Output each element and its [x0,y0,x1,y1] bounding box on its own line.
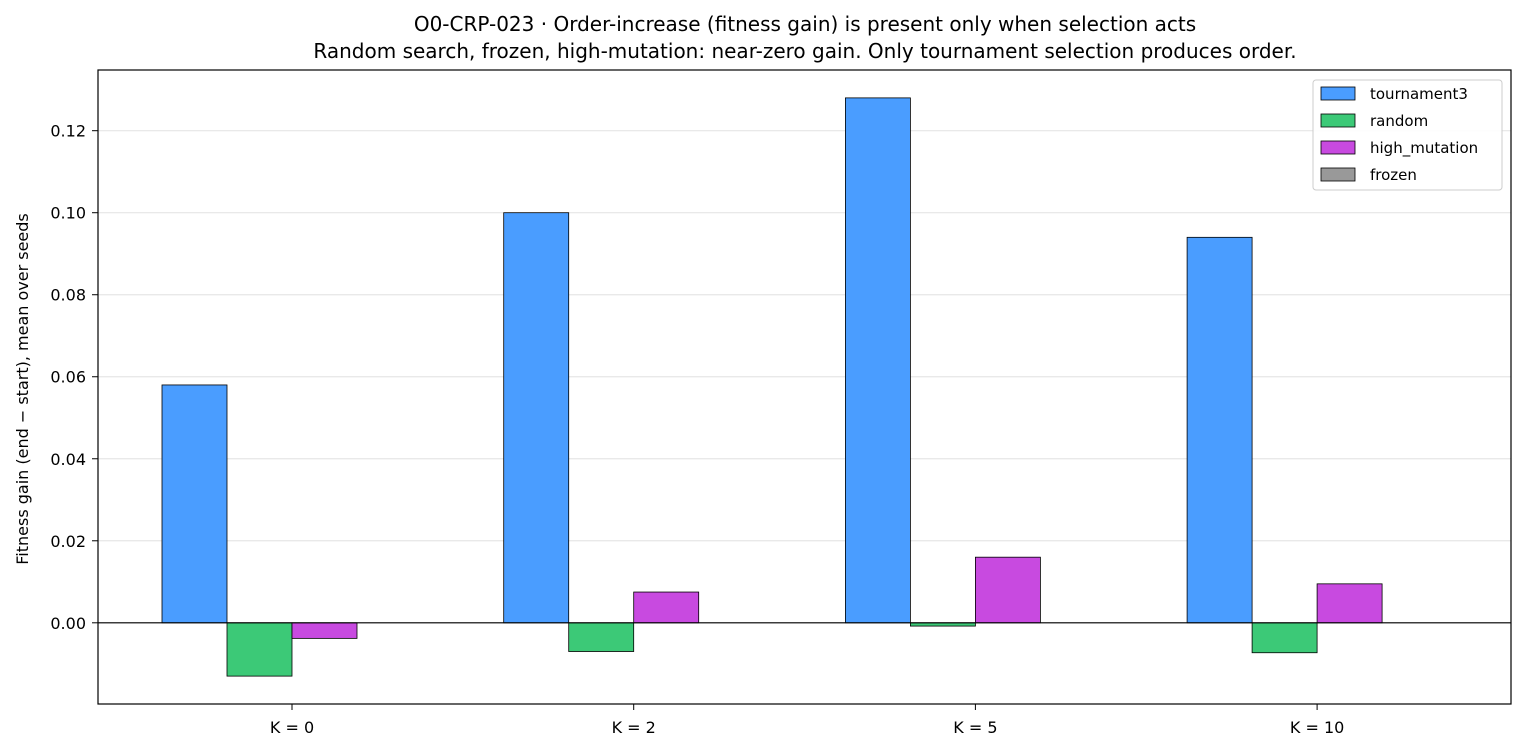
bar-tournament3 [845,97,911,624]
bar-tournament3 [161,384,228,624]
y-tick-label: 0.04 [50,450,86,469]
bar-high_mutation [633,591,700,624]
plot-frame [97,69,1512,705]
y-tick-label: 0.02 [50,532,86,551]
bar-tournament3 [1186,236,1253,624]
x-tick-label: K = 5 [953,718,997,737]
y-tick-label: 0.00 [50,614,86,633]
legend-box [1312,79,1503,191]
y-tick-label: 0.10 [50,204,86,223]
gridlines [98,130,1511,624]
bar-random [568,622,635,652]
x-tick-label: K = 10 [1290,718,1344,737]
chart-title: O0-CRP-023 · Order-increase (fitness gai… [414,12,1196,36]
bars [161,97,1383,677]
legend-swatch-random [1320,113,1356,128]
x-tick-label: K = 2 [612,718,656,737]
x-tick-label: K = 0 [270,718,314,737]
y-tick-label: 0.08 [50,286,86,305]
legend-label-high_mutation: high_mutation [1370,139,1478,158]
legend-label-tournament3: tournament3 [1370,85,1468,103]
bar-high_mutation [975,556,1041,624]
bar-high_mutation [1316,583,1383,624]
y-tick-label: 0.12 [50,122,86,141]
y-tick-label: 0.06 [50,368,86,387]
axes: 0.00 0.02 0.04 0.06 0.08 0.10 0.12 K = 0 K = 2 K … [50,69,1512,737]
legend-label-random: random [1370,112,1428,130]
bar-tournament3 [503,212,570,624]
legend-swatch-frozen [1320,167,1356,182]
bar-high_mutation [291,622,358,639]
chart-subtitle: Random search, frozen, high-mutation: ne… [313,39,1296,63]
bar-random [226,622,293,677]
legend-label-frozen: frozen [1370,166,1417,184]
legend-swatch-high_mutation [1320,140,1356,155]
bar-random [1251,622,1318,654]
legend-swatch-tournament3 [1320,86,1356,101]
y-axis-label: Fitness gain (end − start), mean over se… [13,213,32,565]
